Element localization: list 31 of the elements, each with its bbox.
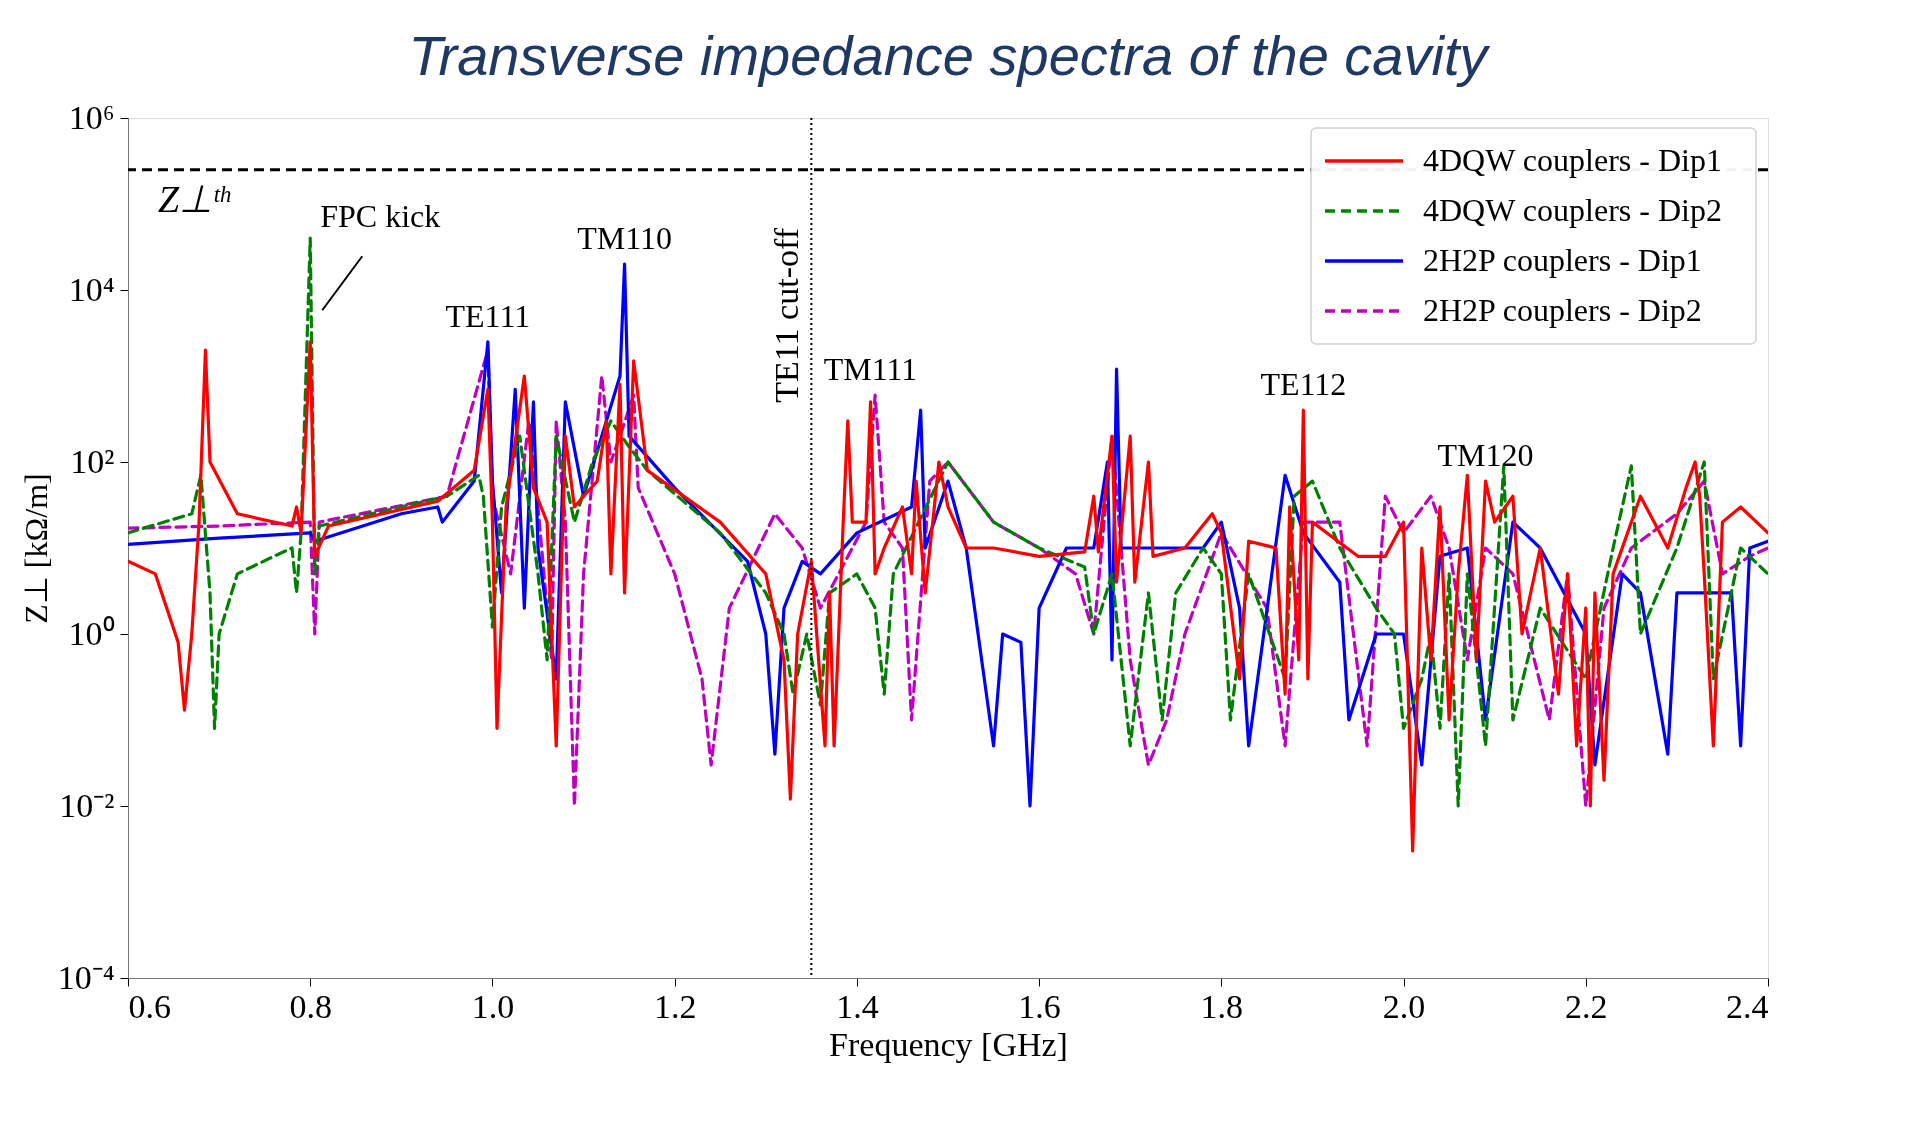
x-tick-label: 0.6: [128, 987, 171, 1025]
annotation: TE111: [445, 297, 531, 334]
x-tick-label: 1.8: [1200, 987, 1244, 1025]
x-axis-title: Frequency [GHz]: [829, 1025, 1068, 1063]
legend-label: 2H2P couplers - Dip1: [1423, 242, 1702, 278]
x-tick-label: 2.2: [1565, 987, 1608, 1025]
y-tick-label: 10⁻²: [59, 786, 115, 824]
annotation: TE112: [1260, 366, 1347, 403]
x-tick-label: 2.4: [1726, 987, 1769, 1025]
annotation: TM111: [823, 351, 918, 388]
x-tick-label: 1.0: [471, 987, 515, 1025]
annotation: TM120: [1437, 437, 1534, 474]
x-tick-label: 0.8: [289, 987, 332, 1025]
legend-label: 4DQW couplers - Dip2: [1423, 192, 1722, 228]
x-tick-label: 1.6: [1018, 987, 1061, 1025]
ref-line-label: Z⊥ᵗʰ: [158, 177, 231, 220]
annotation: FPC kick: [320, 198, 441, 235]
annotation: TM110: [577, 220, 672, 257]
y-tick-label: 10⁰: [68, 614, 115, 652]
ref-line-label: TE11 cut-off: [768, 227, 806, 403]
legend-label: 4DQW couplers - Dip1: [1423, 142, 1722, 178]
chart-title: Transverse impedance spectra of the cavity: [408, 24, 1491, 87]
y-axis-title: Z⊥ [kΩ/m]: [17, 473, 54, 624]
x-tick-label: 2.0: [1382, 987, 1426, 1025]
legend-label: 2H2P couplers - Dip2: [1423, 292, 1702, 328]
y-tick-label: 10²: [70, 442, 115, 480]
y-tick-label: 10⁶: [68, 98, 115, 136]
x-tick-label: 1.4: [836, 987, 879, 1025]
y-tick-label: 10⁻⁴: [57, 958, 115, 996]
y-tick-label: 10⁴: [68, 270, 115, 308]
x-tick-label: 1.2: [653, 987, 697, 1025]
